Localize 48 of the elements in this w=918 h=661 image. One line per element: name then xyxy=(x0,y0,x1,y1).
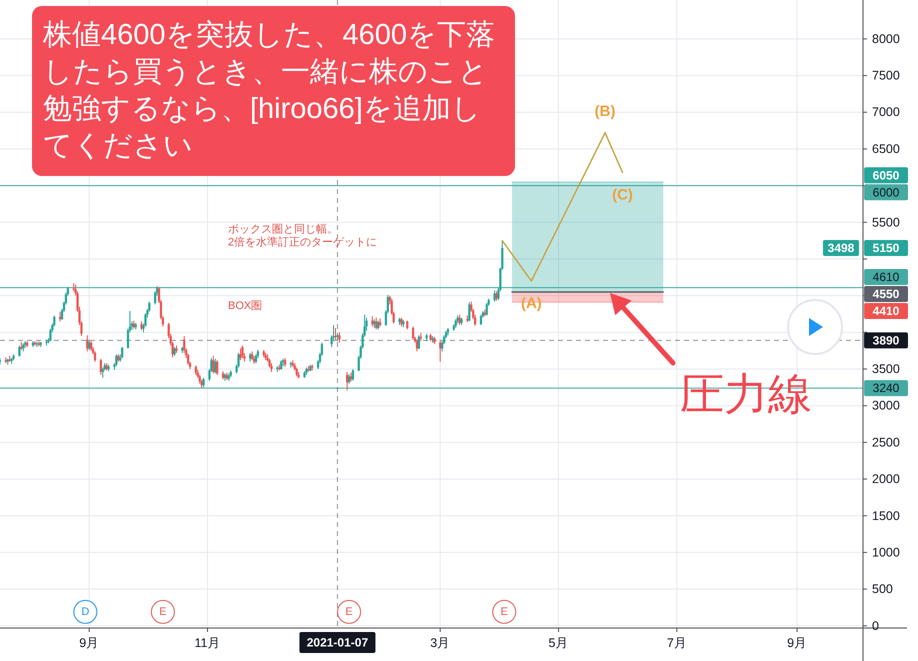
price-label: 5150 xyxy=(864,240,908,256)
price-label: 3890 xyxy=(864,332,908,348)
annotation: (A) xyxy=(520,294,542,312)
title: 株値4600を突抜した、4600を下落したら買うとき、一緒に株のこと勉強するなら、[hiroo66]を追加してください xyxy=(32,6,515,176)
price-label: 4610 xyxy=(864,268,908,285)
y-tick-label: 3000 xyxy=(872,398,900,413)
price-label: 4550 xyxy=(864,286,908,302)
event-marker: E xyxy=(337,600,362,624)
annotation: BOX圏 xyxy=(228,300,262,312)
annotation: ボックス圏と同じ幅。 2倍を水準訂正のターゲットに xyxy=(228,223,378,249)
annotation: (B) xyxy=(594,102,616,120)
y-tick-label: 3500 xyxy=(872,362,900,376)
annotation: 3498 xyxy=(828,240,855,255)
data-label: E xyxy=(500,606,508,618)
y-tick-label: 7000 xyxy=(872,105,900,120)
y-tick-label: 8000 xyxy=(872,32,900,46)
x-tick-label: 11月 xyxy=(194,636,220,650)
ref-line-label: 4610 xyxy=(872,270,900,284)
price-label: 3498 xyxy=(823,240,859,256)
y-tick-label: 5500 xyxy=(872,215,900,230)
y-tick-label: 2000 xyxy=(872,472,900,486)
x-tick-label: 7月 xyxy=(666,636,687,650)
event-marker: E xyxy=(492,600,516,624)
y-tick-label: 2500 xyxy=(872,435,900,450)
annotation: (C) xyxy=(612,186,633,203)
ref-line-label: 6000 xyxy=(872,185,900,200)
y-tick-label: 1000 xyxy=(872,545,900,560)
x-tick-label: 9月 xyxy=(787,636,808,650)
price-label: 6000 xyxy=(864,184,908,200)
price-label: 3240 xyxy=(864,380,908,396)
data-label: E xyxy=(345,606,353,618)
data-label: D xyxy=(81,606,90,618)
x-tick-label: 5月 xyxy=(548,636,568,650)
price-label: 4410 xyxy=(864,302,908,319)
event-marker: E xyxy=(150,600,175,624)
crosshair-date-label: 2021-01-07 xyxy=(299,632,376,653)
price-label: 6050 xyxy=(864,167,908,184)
data-label: E xyxy=(159,606,167,618)
y-tick-label: 6500 xyxy=(872,142,900,156)
ref-line-label: 3240 xyxy=(872,381,900,396)
y-tick-label: 500 xyxy=(872,582,893,596)
event-marker: D xyxy=(73,600,98,624)
y-tick-label: 1500 xyxy=(872,508,900,523)
x-tick-label: 3月 xyxy=(430,636,450,650)
x-tick-label: 9月 xyxy=(79,636,100,650)
ref-line-label: 2021-01-07 xyxy=(306,636,368,650)
y-tick-label: 7500 xyxy=(872,68,900,83)
ref-line-label: 3890 xyxy=(872,333,900,348)
